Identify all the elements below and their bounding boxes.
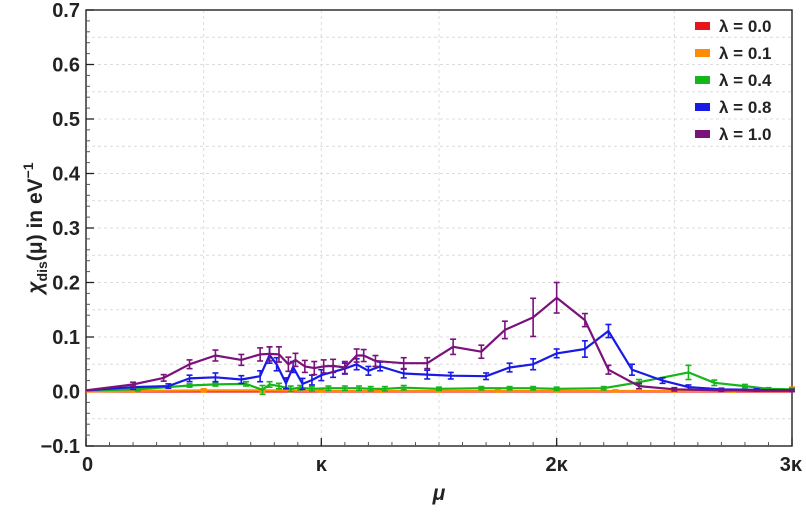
- y-tick-label: 0.3: [52, 218, 80, 240]
- legend-label: λ = 0.1: [719, 44, 771, 63]
- legend-swatch: [695, 22, 710, 30]
- series-3: [85, 323, 795, 393]
- y-tick-label: 0.1: [52, 327, 80, 349]
- legend-label: λ = 0.4: [719, 71, 772, 90]
- y-axis-ticks: −0.1 0.0 0.1 0.2 0.3 0.4 0.5 0.6 0.7: [41, 0, 94, 458]
- x-tick-label: 3κ: [780, 454, 803, 476]
- y-tick-label: −0.1: [41, 436, 80, 458]
- legend-swatch: [695, 130, 710, 138]
- y-tick-label: 0.7: [52, 0, 80, 22]
- y-label-sub: dis: [34, 261, 50, 281]
- legend-label: λ = 0.8: [719, 98, 771, 117]
- y-label-main: χ: [24, 281, 47, 296]
- y-tick-label: 0.4: [52, 164, 81, 186]
- y-tick-label: 0.6: [52, 55, 80, 77]
- series-line: [85, 329, 793, 392]
- x-axis-ticks: 0 κ 2κ 3κ: [82, 438, 803, 476]
- y-label-mid: (μ) in eV: [24, 178, 47, 261]
- y-tick-label: 0.5: [52, 109, 80, 131]
- legend-swatch: [695, 76, 710, 84]
- y-tick-label: 0.0: [52, 382, 80, 404]
- legend: λ = 0.0 λ = 0.1 λ = 0.4 λ = 0.8 λ = 1.0: [695, 17, 772, 144]
- legend-swatch: [695, 49, 710, 57]
- y-axis-label: χdis(μ) in eV−1: [20, 162, 50, 295]
- series-4: [85, 281, 795, 393]
- legend-swatch: [695, 103, 710, 111]
- x-tick-label: 2κ: [546, 454, 569, 476]
- x-tick-label: κ: [316, 454, 328, 476]
- y-tick-label: 0.2: [52, 273, 80, 295]
- series-layer: [85, 281, 795, 396]
- y-label-sup: −1: [20, 162, 36, 178]
- grid: [86, 10, 792, 446]
- x-axis-label: μ: [432, 482, 446, 505]
- legend-label: λ = 0.0: [719, 17, 771, 36]
- x-tick-label: 0: [82, 454, 93, 476]
- minor-ticks: [85, 9, 793, 447]
- series-line: [85, 296, 792, 392]
- legend-label: λ = 1.0: [719, 125, 771, 144]
